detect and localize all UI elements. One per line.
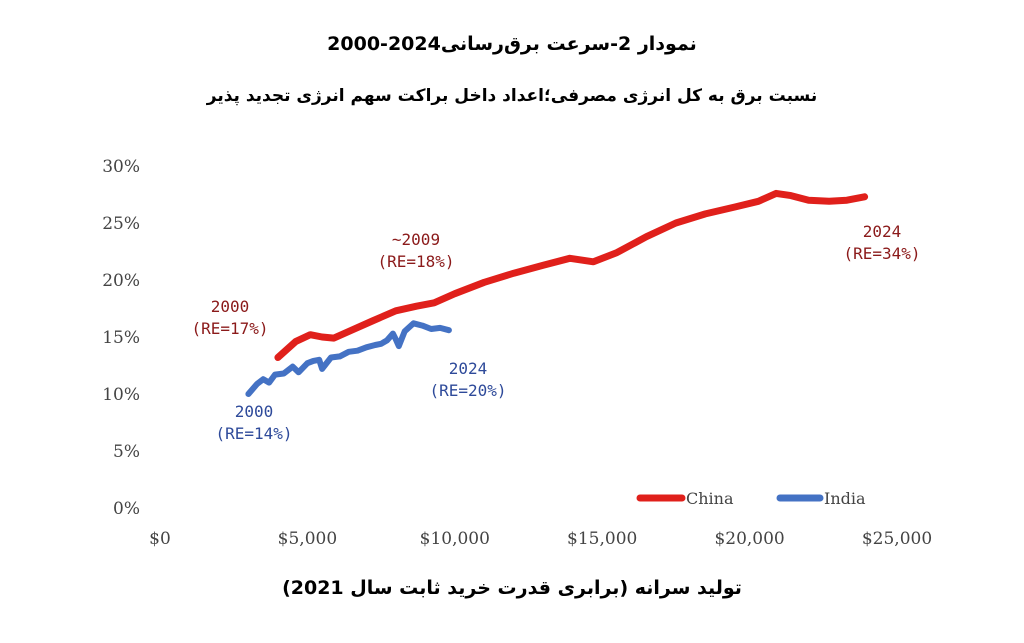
y-tick-label: 15% <box>102 328 140 348</box>
x-tick-label: $20,000 <box>714 529 784 549</box>
y-tick-label: 25% <box>102 214 140 234</box>
legend-china-label: China <box>686 489 734 508</box>
annotation-india-2000-re: (RE=14%) <box>215 424 292 443</box>
y-tick-label: 5% <box>113 442 140 462</box>
x-axis-title: تولید سرانه (برابری قدرت خرید ثابت سال 2… <box>282 577 742 599</box>
annotation-india-2000-year: 2000 <box>235 402 274 421</box>
x-tick-label: $5,000 <box>278 529 337 549</box>
y-tick-label: 20% <box>102 271 140 291</box>
x-tick-label: $15,000 <box>567 529 637 549</box>
annotations: 2000 (RE=17%) ~2009 (RE=18%) 2024 (RE=34%) 200… <box>191 222 920 443</box>
annotation-china-2009-year: ~2009 <box>392 230 440 249</box>
y-axis: 0% 5% 10% 15% 20% 25% 30% <box>102 157 140 519</box>
chart-subtitle: نسبت برق به کل انرژی مصرفی؛اعداد داخل بر… <box>206 86 818 106</box>
legend-india-label: India <box>824 489 866 508</box>
series-line-india <box>245 320 452 397</box>
annotation-china-2000-year: 2000 <box>211 297 250 316</box>
annotation-india-2024-re: (RE=20%) <box>429 381 506 400</box>
annotation-china-2009-re: (RE=18%) <box>377 252 454 271</box>
y-tick-label: 30% <box>102 157 140 177</box>
x-tick-label: $0 <box>149 529 171 549</box>
y-tick-label: 10% <box>102 385 140 405</box>
series-line-china <box>274 189 869 361</box>
annotation-china-2000-re: (RE=17%) <box>191 319 268 338</box>
annotation-india-2024-year: 2024 <box>449 359 488 378</box>
annotation-china-2024-re: (RE=34%) <box>843 244 920 263</box>
y-tick-label: 0% <box>113 499 140 519</box>
legend: China India <box>636 489 866 508</box>
annotation-china-2024-year: 2024 <box>863 222 902 241</box>
x-axis: $0 $5,000 $10,000 $15,000 $20,000 $25,000 <box>149 529 932 549</box>
x-tick-label: $25,000 <box>862 529 932 549</box>
series-lines <box>245 189 869 397</box>
chart-title: نمودار 2-سرعت برق‌رسانی2024-2000 <box>327 33 697 55</box>
x-tick-label: $10,000 <box>420 529 490 549</box>
